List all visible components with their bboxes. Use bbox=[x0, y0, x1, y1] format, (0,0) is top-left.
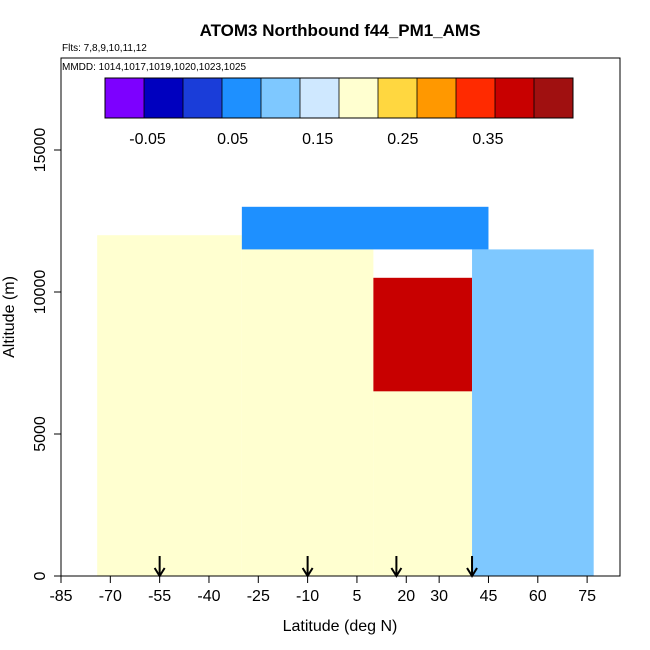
heatmap-region-2 bbox=[373, 277, 473, 392]
colorbar-segment-5 bbox=[300, 78, 339, 118]
flights-subtitle: Flts: 7,8,9,10,11,12 bbox=[62, 43, 147, 54]
colorbar-tick-label: 0.25 bbox=[387, 131, 418, 148]
x-tick-label: -10 bbox=[296, 588, 319, 605]
y-tick-label: 5000 bbox=[32, 416, 49, 452]
colorbar: -0.05 0.05 0.15 0.25 0.35 bbox=[104, 77, 574, 148]
arrow-marker bbox=[301, 556, 314, 578]
y-tick-label: 15000 bbox=[32, 128, 49, 173]
colorbar-tick-label: 0.15 bbox=[302, 131, 333, 148]
y-axis: 0 5000 10000 15000 bbox=[32, 128, 61, 580]
x-tick-label: 45 bbox=[480, 588, 498, 605]
x-tick-label: 5 bbox=[352, 588, 361, 605]
colorbar-tick-label: -0.05 bbox=[129, 131, 166, 148]
colorbar-segment-0 bbox=[105, 78, 144, 118]
colorbar-segment-1 bbox=[144, 78, 183, 118]
heatmap-region-5 bbox=[241, 206, 489, 250]
x-tick-label: -40 bbox=[197, 588, 220, 605]
dates-subtitle: MMDD: 1014,1017,1019,1020,1023,1025 bbox=[62, 62, 246, 73]
x-tick-label: -85 bbox=[49, 588, 72, 605]
colorbar-tick-label: 0.35 bbox=[472, 131, 503, 148]
x-tick-label: -70 bbox=[99, 588, 122, 605]
colorbar-frame bbox=[104, 77, 574, 119]
plot-frame bbox=[60, 57, 621, 577]
x-tick-label: 60 bbox=[529, 588, 547, 605]
x-tick-label: -25 bbox=[247, 588, 270, 605]
colorbar-segment-11 bbox=[534, 78, 573, 118]
chart-title: ATOM3 Northbound f44_PM1_AMS bbox=[200, 21, 481, 40]
arrow-marker bbox=[390, 556, 403, 578]
y-tick-label: 0 bbox=[32, 571, 49, 580]
x-tick-label: -55 bbox=[148, 588, 171, 605]
heatmap-region-1 bbox=[241, 221, 374, 576]
colorbar-segment-2 bbox=[183, 78, 222, 118]
heatmap-region-0 bbox=[97, 235, 242, 576]
colorbar-segment-6 bbox=[339, 78, 378, 118]
colorbar-segment-9 bbox=[456, 78, 495, 118]
y-tick-label: 10000 bbox=[32, 270, 49, 315]
x-tick-label: 75 bbox=[578, 588, 596, 605]
colorbar-segment-8 bbox=[417, 78, 456, 118]
x-tick-label: 20 bbox=[397, 588, 415, 605]
colorbar-segment-3 bbox=[222, 78, 261, 118]
arrow-marker bbox=[153, 556, 166, 578]
heatmap-region-4 bbox=[472, 249, 594, 576]
colorbar-segment-7 bbox=[378, 78, 417, 118]
colorbar-tick-label: 0.05 bbox=[217, 131, 248, 148]
y-axis-label: Altitude (m) bbox=[1, 276, 18, 358]
arrow-marker bbox=[466, 556, 478, 578]
colorbar-segment-4 bbox=[261, 78, 300, 118]
heatmap-layer bbox=[97, 206, 594, 576]
heatmap-region-3 bbox=[373, 391, 473, 576]
x-axis-label: Latitude (deg N) bbox=[283, 618, 398, 635]
colorbar-segment-10 bbox=[495, 78, 534, 118]
x-tick-label: 30 bbox=[430, 588, 448, 605]
arrow-markers bbox=[153, 556, 478, 578]
